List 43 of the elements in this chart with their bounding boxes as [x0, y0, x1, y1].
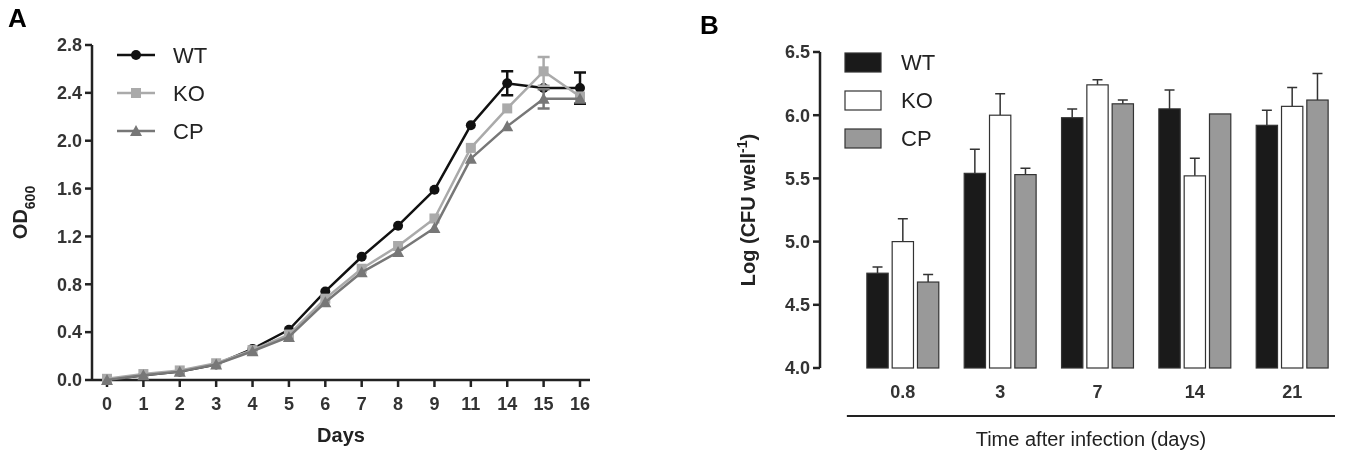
y-tick-label: 0.0	[56, 370, 82, 391]
x-tick-label: 7	[356, 394, 367, 414]
x-tick-label: 0	[101, 394, 113, 414]
x-tick-label: 7	[1092, 382, 1103, 402]
y-tick-label: 4.0	[784, 358, 810, 379]
x-tick-label: 0.8	[890, 382, 916, 402]
y-tick-label: 5.0	[784, 231, 810, 252]
y-tick-label: 6.5	[784, 42, 810, 63]
x-tick-label: 3	[211, 394, 222, 414]
x-tick-label: 4	[247, 394, 258, 414]
y-tick-label: 2.4	[56, 83, 82, 104]
legend-label: CP	[901, 125, 932, 151]
chart-title: B	[700, 10, 719, 40]
y-tick-label: 0.8	[56, 274, 82, 295]
x-tick-label: 21	[1282, 382, 1303, 402]
y-tick-label: 5.5	[784, 168, 810, 189]
x-tick-label: 15	[533, 394, 554, 414]
y-tick-label: 1.2	[56, 226, 82, 247]
x-axis-title: Time after infection (days)	[975, 428, 1207, 450]
legend-label: WT	[901, 49, 936, 75]
legend-label: KO	[901, 87, 933, 113]
legend-label: CP	[173, 118, 204, 144]
x-tick-label: 11	[461, 394, 481, 414]
x-tick-label: 3	[995, 382, 1006, 402]
x-tick-label: 1	[138, 394, 149, 414]
chart-title: A	[8, 3, 27, 33]
x-tick-label: 9	[429, 394, 440, 414]
x-tick-label: 5	[283, 394, 294, 414]
y-tick-label: 2.0	[56, 131, 82, 152]
legend-label: KO	[173, 80, 205, 106]
y-tick-label: 2.8	[56, 35, 82, 56]
x-tick-label: 14	[1184, 382, 1205, 402]
x-axis-title: Days	[317, 424, 365, 446]
x-tick-label: 2	[174, 394, 185, 414]
legend-label: WT	[173, 42, 208, 68]
x-tick-label: 16	[569, 394, 591, 414]
x-tick-label: 14	[497, 394, 518, 414]
y-tick-label: 4.5	[784, 295, 810, 316]
x-tick-label: 8	[393, 394, 404, 414]
y-tick-label: 0.4	[56, 322, 82, 343]
y-tick-label: 1.6	[56, 178, 82, 199]
x-tick-label: 6	[320, 394, 331, 414]
y-tick-label: 6.0	[784, 105, 810, 126]
